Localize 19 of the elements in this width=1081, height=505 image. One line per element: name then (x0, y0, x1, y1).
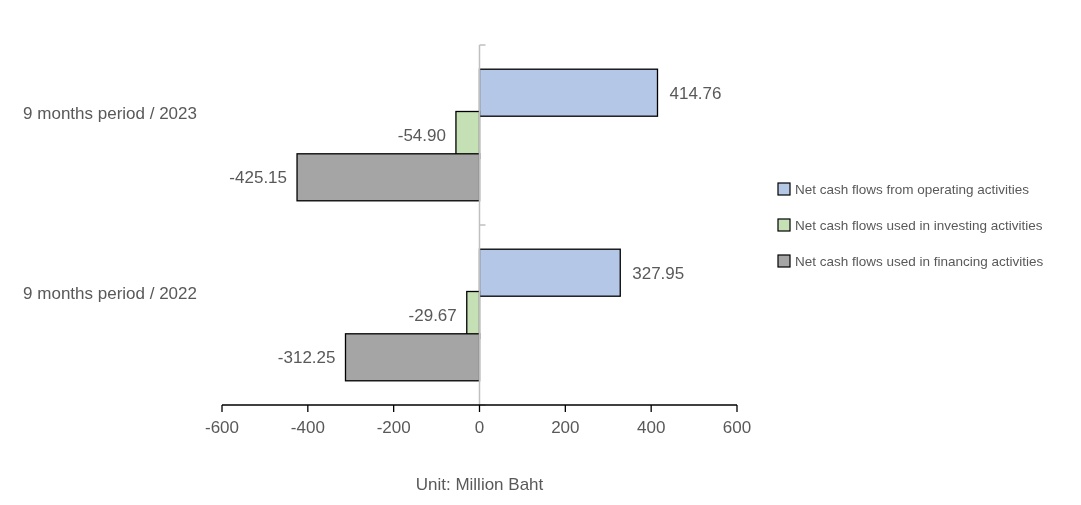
x-tick-label: -400 (290, 418, 325, 437)
y-tick-label: 9 months period / 2023 (23, 103, 197, 123)
legend-label: Net cash flows used in investing activities (795, 217, 1043, 233)
text: 414.76 (669, 83, 722, 103)
x-tick-label: 0 (474, 418, 485, 437)
text: 327.95 (632, 263, 685, 283)
x-axis-title: Unit: Million Baht (415, 475, 544, 494)
x-tick-label: 600 (722, 418, 752, 437)
text: -312.25 (277, 348, 336, 368)
text: -29.67 (408, 305, 457, 325)
x-tick-label: -200 (376, 418, 411, 437)
legend-label: Net cash flows used in financing activities (795, 253, 1044, 269)
x-tick-label: -600 (204, 418, 240, 437)
x-tick-label: 200 (551, 418, 580, 437)
legend-label: Net cash flows from operating activities (795, 181, 1030, 197)
y-tick-label: 9 months period / 2022 (23, 283, 197, 303)
text: -54.90 (397, 125, 446, 145)
x-tick-label: 400 (636, 418, 666, 437)
text: -425.15 (229, 168, 288, 188)
